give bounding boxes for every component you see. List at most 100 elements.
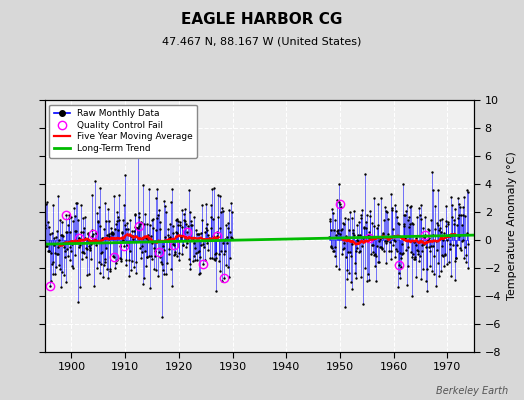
Point <box>379 231 387 237</box>
Point <box>348 241 357 247</box>
Point <box>405 224 413 230</box>
Point <box>162 209 170 216</box>
Point <box>197 230 205 236</box>
Point <box>390 254 399 260</box>
Point <box>208 214 216 220</box>
Point <box>378 245 387 252</box>
Point <box>456 212 465 218</box>
Point <box>441 218 450 225</box>
Point <box>105 231 113 237</box>
Point <box>377 244 385 250</box>
Point <box>404 217 412 224</box>
Point <box>107 231 116 237</box>
Point <box>444 232 453 238</box>
Point <box>202 200 210 207</box>
Point <box>214 250 223 257</box>
Point <box>413 248 422 254</box>
Point <box>361 265 369 272</box>
Point <box>226 255 234 261</box>
Point <box>326 216 334 222</box>
Point <box>216 268 224 275</box>
Point <box>392 214 401 220</box>
Point <box>442 223 450 229</box>
Point <box>441 252 449 258</box>
Point <box>89 238 97 245</box>
Point <box>146 222 154 228</box>
Point <box>96 223 104 229</box>
Point <box>432 247 441 254</box>
Point <box>121 222 129 228</box>
Point <box>417 276 425 282</box>
Point <box>94 219 102 225</box>
Point <box>458 236 467 243</box>
Point <box>46 231 54 238</box>
Text: 47.467 N, 88.167 W (United States): 47.467 N, 88.167 W (United States) <box>162 36 362 46</box>
Point <box>362 225 370 231</box>
Point <box>344 216 352 222</box>
Point <box>183 240 191 246</box>
Point <box>419 266 428 272</box>
Point <box>395 270 403 276</box>
Point <box>406 204 414 210</box>
Point <box>212 255 221 261</box>
Point <box>439 237 447 243</box>
Point <box>328 206 336 212</box>
Point <box>424 237 432 244</box>
Point <box>41 221 50 228</box>
Point <box>193 231 201 238</box>
Point <box>113 256 122 263</box>
Point <box>345 227 354 234</box>
Point <box>422 288 431 295</box>
Point <box>220 251 228 258</box>
Point <box>337 204 345 211</box>
Point <box>75 235 84 241</box>
Point <box>105 218 114 224</box>
Point <box>146 232 155 239</box>
Point <box>72 200 81 206</box>
Point <box>169 223 177 229</box>
Point <box>199 241 207 247</box>
Point <box>42 242 51 249</box>
Point <box>64 222 72 229</box>
Point <box>171 248 179 255</box>
Point <box>77 228 85 235</box>
Point <box>42 242 50 249</box>
Point <box>85 242 93 249</box>
Point <box>432 283 440 289</box>
Point <box>171 216 180 223</box>
Point <box>438 243 446 249</box>
Point <box>180 217 188 224</box>
Point <box>178 224 187 230</box>
Point <box>398 250 407 256</box>
Point <box>69 218 78 224</box>
Point <box>108 253 117 259</box>
Point <box>430 271 438 277</box>
Point <box>107 230 115 236</box>
Point <box>402 208 410 214</box>
Point <box>380 248 388 254</box>
Point <box>412 274 421 280</box>
Point <box>156 218 165 225</box>
Point <box>215 258 223 264</box>
Point <box>110 254 118 260</box>
Point <box>69 265 77 272</box>
Point <box>170 242 179 248</box>
Point <box>136 244 145 251</box>
Point <box>135 214 144 220</box>
Point <box>353 245 362 251</box>
Point <box>443 237 452 243</box>
Point <box>410 256 419 262</box>
Point <box>166 221 174 228</box>
Point <box>403 244 412 250</box>
Point <box>99 235 107 242</box>
Point <box>419 224 427 231</box>
Point <box>52 264 60 270</box>
Point <box>120 243 128 250</box>
Point <box>53 251 61 258</box>
Point <box>56 266 64 272</box>
Point <box>421 232 430 238</box>
Point <box>382 260 390 266</box>
Point <box>345 269 353 276</box>
Point <box>375 238 384 244</box>
Point <box>391 238 400 244</box>
